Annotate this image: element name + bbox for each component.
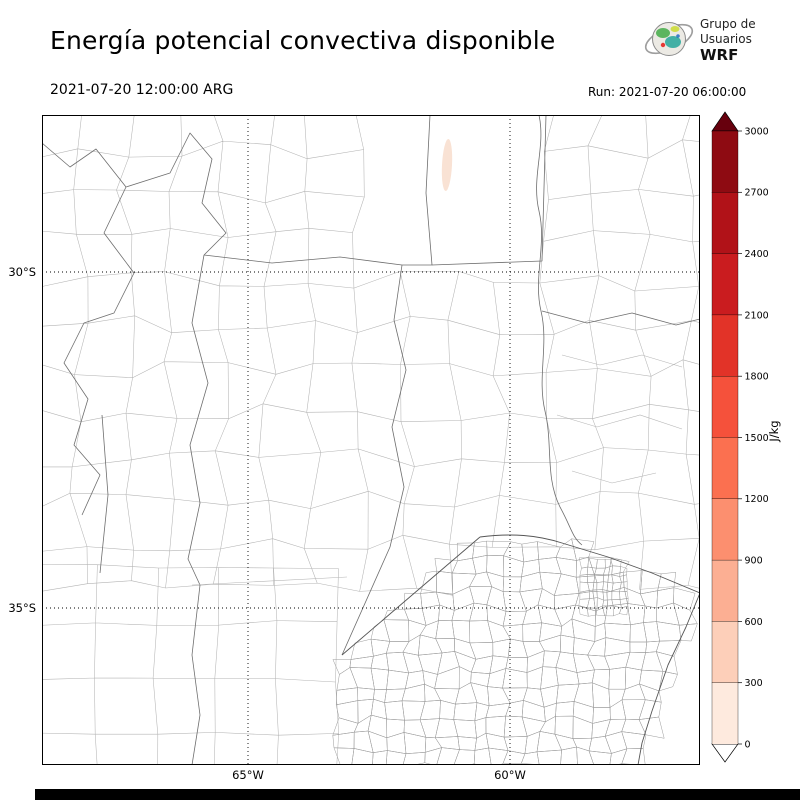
province-boundaries — [42, 115, 700, 765]
svg-text:900: 900 — [745, 556, 763, 567]
logo-line-3: WRF — [700, 46, 739, 64]
lat-label-30s: 30°S — [8, 265, 36, 279]
wrf-logo — [642, 12, 696, 66]
map-border — [42, 115, 700, 765]
buenos-aires-boundary — [341, 534, 700, 765]
svg-text:600: 600 — [745, 617, 763, 628]
department-lines — [191, 354, 683, 586]
svg-text:1500: 1500 — [745, 433, 769, 444]
run-time-label: Run: 2021-07-20 06:00:00 — [588, 85, 747, 99]
svg-text:1200: 1200 — [745, 494, 769, 505]
globe-icon — [644, 22, 694, 56]
svg-text:0: 0 — [745, 739, 751, 750]
svg-text:2100: 2100 — [745, 310, 769, 321]
valid-time-label: 2021-07-20 12:00:00 ARG — [50, 82, 234, 98]
cape-patch — [441, 139, 453, 191]
svg-text:3000: 3000 — [745, 126, 769, 137]
lat-label-35s: 35°S — [8, 601, 36, 615]
logo-line-1: Grupo de — [700, 17, 756, 31]
map-canvas — [42, 115, 700, 765]
colorbar-unit-label: J/kg — [767, 420, 781, 442]
map-plot — [42, 115, 700, 765]
svg-text:1800: 1800 — [745, 372, 769, 383]
bottom-bar — [35, 789, 800, 800]
colorbar: 3000 2700 2400 2100 1800 1500 1200 900 600 300 0 — [706, 110, 800, 774]
svg-text:2700: 2700 — [745, 188, 769, 199]
graticule — [42, 115, 700, 765]
lon-label-65w: 65°W — [232, 768, 264, 782]
plot-title: Energía potencial convectiva disponible — [50, 26, 556, 55]
logo-line-2: Usuarios — [700, 32, 752, 46]
svg-text:2400: 2400 — [745, 249, 769, 260]
lon-label-60w: 60°W — [494, 768, 526, 782]
svg-text:300: 300 — [745, 678, 763, 689]
